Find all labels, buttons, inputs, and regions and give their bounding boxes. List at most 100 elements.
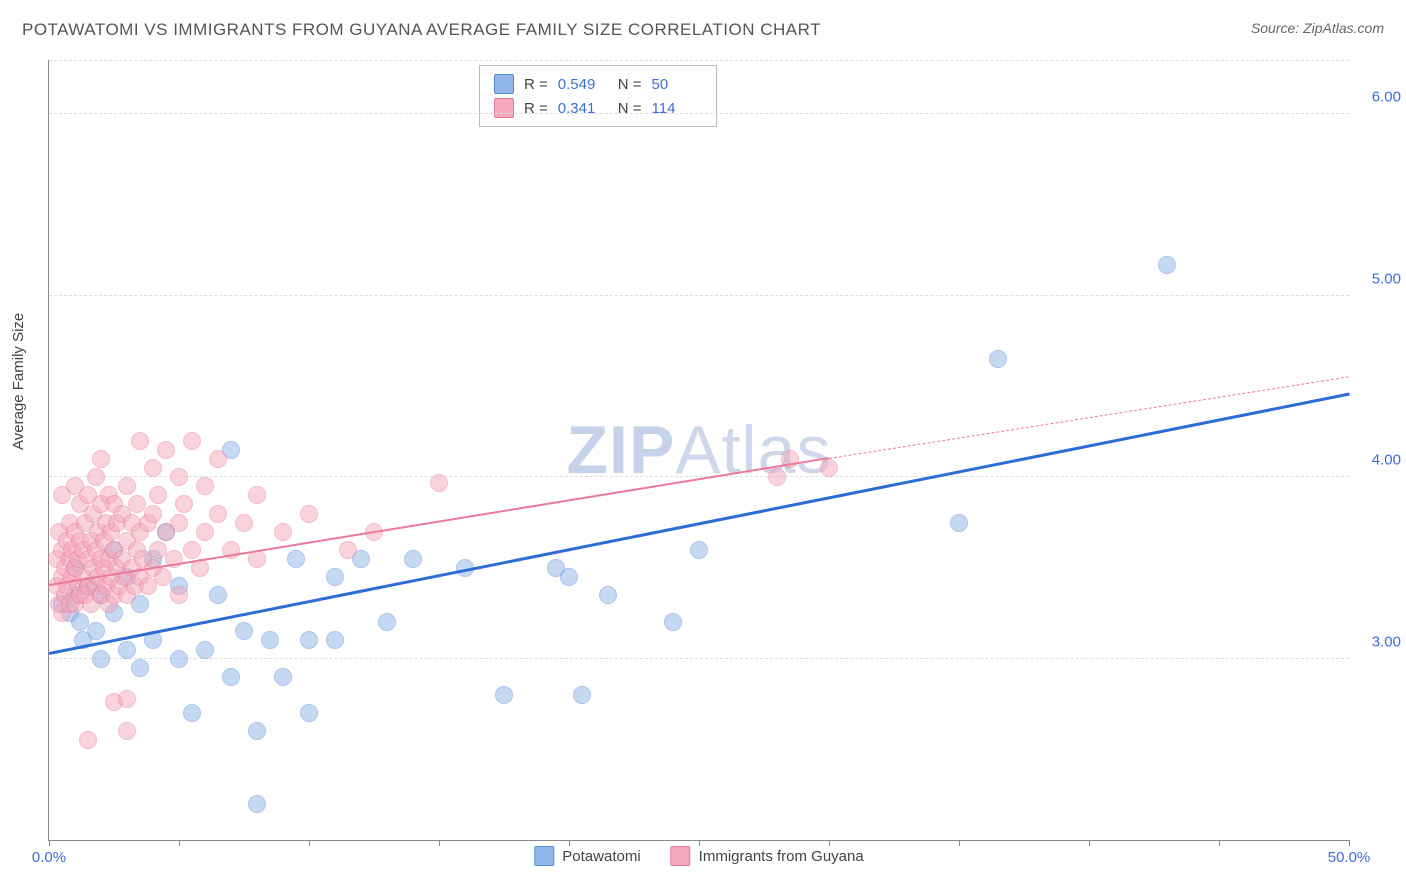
gridline [49, 658, 1349, 659]
y-tick-label: 3.00 [1372, 633, 1401, 650]
data-point [170, 468, 188, 486]
x-tick [309, 840, 310, 846]
data-point [118, 477, 136, 495]
legend-swatch [494, 74, 514, 94]
data-point [573, 686, 591, 704]
data-point [183, 541, 201, 559]
data-point [664, 613, 682, 631]
x-tick [1349, 840, 1350, 846]
data-point [495, 686, 513, 704]
source-attribution: Source: ZipAtlas.com [1251, 20, 1384, 36]
legend-swatch [671, 846, 691, 866]
data-point [154, 568, 172, 586]
x-tick [439, 840, 440, 846]
legend-swatch [534, 846, 554, 866]
y-axis-label: Average Family Size [10, 313, 27, 450]
stats-legend: R = 0.549 N = 50 R =0.341N =114 [479, 65, 717, 127]
data-point [196, 641, 214, 659]
data-point [144, 505, 162, 523]
data-point [989, 350, 1007, 368]
data-point [248, 722, 266, 740]
y-tick-label: 4.00 [1372, 452, 1401, 469]
legend-label: Potawatomi [562, 848, 640, 865]
data-point [378, 613, 396, 631]
data-point [196, 477, 214, 495]
data-point [118, 641, 136, 659]
stat-n-value: 50 [652, 76, 702, 93]
x-tick [959, 840, 960, 846]
data-point [157, 441, 175, 459]
data-point [222, 668, 240, 686]
stat-r-value: 0.549 [558, 76, 608, 93]
data-point [430, 474, 448, 492]
data-point [79, 731, 97, 749]
x-tick [569, 840, 570, 846]
data-point [274, 523, 292, 541]
x-tick-label: 50.0% [1328, 849, 1371, 866]
data-point [300, 631, 318, 649]
data-point [300, 704, 318, 722]
scatter-plot-area: ZIPAtlas R =0.549N =50R =0.341N =114 Pot… [48, 60, 1349, 841]
data-point [235, 622, 253, 640]
data-point [149, 486, 167, 504]
gridline [49, 295, 1349, 296]
gridline [49, 60, 1349, 61]
data-point [92, 650, 110, 668]
data-point [339, 541, 357, 559]
data-point [209, 450, 227, 468]
legend-item: Immigrants from Guyana [671, 846, 864, 866]
data-point [820, 459, 838, 477]
data-point [183, 704, 201, 722]
x-tick [699, 840, 700, 846]
data-point [92, 450, 110, 468]
stats-legend-row: R =0.341N =114 [494, 96, 702, 120]
data-point [170, 650, 188, 668]
data-point [235, 514, 253, 532]
data-point [274, 668, 292, 686]
data-point [248, 486, 266, 504]
x-tick [1089, 840, 1090, 846]
data-point [175, 495, 193, 513]
data-point [404, 550, 422, 568]
data-point [287, 550, 305, 568]
chart-title: POTAWATOMI VS IMMIGRANTS FROM GUYANA AVE… [22, 20, 821, 40]
data-point [950, 514, 968, 532]
data-point [261, 631, 279, 649]
data-point [1158, 256, 1176, 274]
x-tick [179, 840, 180, 846]
data-point [326, 631, 344, 649]
data-point [326, 568, 344, 586]
data-point [144, 459, 162, 477]
stat-label: N = [618, 76, 642, 93]
data-point [131, 432, 149, 450]
legend-item: Potawatomi [534, 846, 640, 866]
data-point [183, 432, 201, 450]
series-legend: Potawatomi Immigrants from Guyana [534, 846, 863, 866]
data-point [196, 523, 214, 541]
data-point [768, 468, 786, 486]
data-point [170, 586, 188, 604]
data-point [599, 586, 617, 604]
data-point [87, 468, 105, 486]
x-tick-label: 0.0% [32, 849, 66, 866]
data-point [560, 568, 578, 586]
data-point [170, 514, 188, 532]
x-tick [49, 840, 50, 846]
stats-legend-row: R = 0.549 N = 50 [494, 72, 702, 96]
stat-label: R = [524, 76, 548, 93]
x-tick [1219, 840, 1220, 846]
y-tick-label: 6.00 [1372, 89, 1401, 106]
data-point [209, 505, 227, 523]
y-tick-label: 5.00 [1372, 270, 1401, 287]
data-point [87, 622, 105, 640]
data-point [131, 659, 149, 677]
data-point [248, 795, 266, 813]
x-tick [829, 840, 830, 846]
gridline [49, 113, 1349, 114]
data-point [209, 586, 227, 604]
source-prefix: Source: [1251, 20, 1303, 36]
legend-label: Immigrants from Guyana [699, 848, 864, 865]
data-point [300, 505, 318, 523]
source-name: ZipAtlas.com [1303, 20, 1384, 36]
data-point [118, 722, 136, 740]
